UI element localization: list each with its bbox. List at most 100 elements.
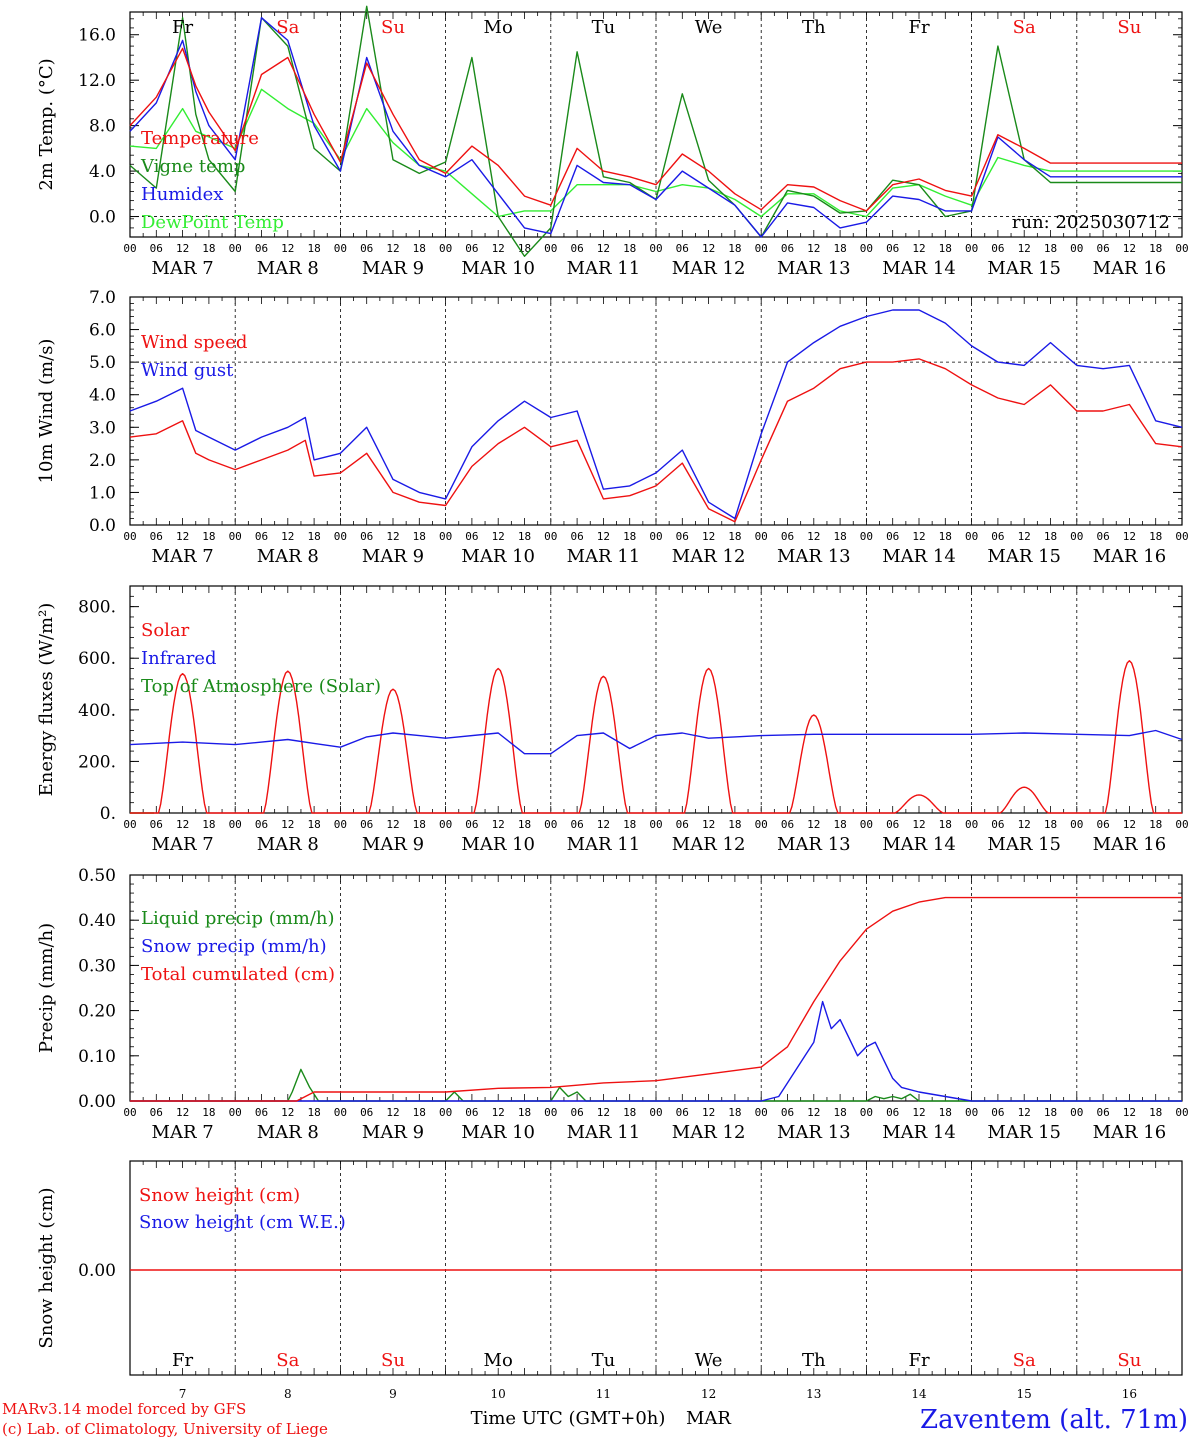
hour-tick-label: 06	[150, 818, 163, 831]
hour-tick-label: 18	[202, 818, 215, 831]
hour-tick-label: 06	[255, 242, 268, 255]
date-label: MAR 11	[567, 258, 641, 279]
y-tick-label: 800.	[78, 598, 116, 618]
day-number-label: 15	[1017, 1387, 1032, 1401]
panel-energy: 00 06 12 18 MAR 7 00 06 12 18 MAR 8 00 06 12 18 MAR 9 0…	[36, 585, 1189, 855]
hour-tick-label: 12	[176, 530, 189, 543]
weekday-label: Sa	[1013, 1350, 1036, 1371]
legend-entry: Total cumulated (cm)	[141, 964, 335, 985]
hour-tick-label: 12	[597, 530, 610, 543]
date-label: MAR 8	[257, 258, 319, 279]
hour-tick-label: 18	[1044, 530, 1057, 543]
y-tick-label: 400.	[78, 701, 116, 721]
hour-tick-label: 18	[623, 1106, 636, 1119]
time-axis-title: Time UTC (GMT+0h)	[471, 1408, 666, 1429]
hour-tick-label: 00	[439, 242, 452, 255]
hour-tick-label: 18	[1149, 530, 1162, 543]
hour-tick-label: 06	[570, 530, 583, 543]
hour-tick-label: 12	[1018, 242, 1031, 255]
hour-tick-label: 00	[229, 1106, 242, 1119]
y-tick-label: 8.0	[89, 117, 116, 137]
hour-tick-label: 12	[281, 530, 294, 543]
date-label: MAR 9	[362, 546, 424, 567]
hour-tick-label: 00	[1070, 242, 1083, 255]
hour-tick-label: 00	[1175, 1106, 1188, 1119]
hour-tick-label: 12	[1123, 1106, 1136, 1119]
hour-tick-label: 06	[676, 530, 689, 543]
hour-tick-label: 12	[386, 530, 399, 543]
hour-tick-label: 00	[439, 530, 452, 543]
hour-tick-label: 00	[755, 530, 768, 543]
y-tick-label: 0.	[100, 804, 116, 824]
hour-tick-label: 12	[1123, 818, 1136, 831]
hour-tick-label: 00	[860, 530, 873, 543]
hour-tick-label: 12	[807, 530, 820, 543]
hour-tick-label: 00	[544, 818, 557, 831]
hour-tick-label: 12	[1018, 530, 1031, 543]
hour-tick-label: 06	[676, 818, 689, 831]
hour-tick-label: 00	[1175, 242, 1188, 255]
hour-tick-label: 00	[965, 242, 978, 255]
y-axis-title: Energy fluxes (W/m²)	[36, 603, 57, 797]
y-tick-label: 0.0	[89, 516, 116, 536]
hour-tick-label: 06	[150, 242, 163, 255]
hour-tick-label: 00	[649, 1106, 662, 1119]
hour-tick-label: 12	[281, 818, 294, 831]
date-label: MAR 12	[672, 546, 746, 567]
y-tick-label: 4.0	[89, 386, 116, 406]
hour-tick-label: 12	[597, 242, 610, 255]
y-axis-title: Snow height (cm)	[36, 1187, 57, 1348]
hour-tick-label: 00	[860, 242, 873, 255]
hour-tick-label: 06	[465, 1106, 478, 1119]
hour-tick-label: 12	[176, 242, 189, 255]
hour-tick-label: 18	[518, 530, 531, 543]
hour-tick-label: 00	[123, 242, 136, 255]
weekday-label: Tu	[592, 17, 616, 38]
hour-tick-label: 12	[1018, 818, 1031, 831]
hour-tick-label: 06	[570, 242, 583, 255]
hour-tick-label: 12	[702, 530, 715, 543]
hour-tick-label: 18	[939, 1106, 952, 1119]
date-label: MAR 10	[461, 258, 535, 279]
hour-tick-label: 06	[255, 530, 268, 543]
date-label: MAR 10	[461, 834, 535, 855]
hour-tick-label: 00	[334, 242, 347, 255]
series-line-solar	[130, 660, 1182, 814]
hour-tick-label: 12	[386, 818, 399, 831]
hour-tick-label: 00	[123, 530, 136, 543]
series-line-total-cumulated	[130, 896, 1182, 1102]
day-number-label: 12	[701, 1387, 716, 1401]
date-label: MAR 13	[777, 546, 851, 567]
hour-tick-label: 18	[728, 1106, 741, 1119]
date-label: MAR 8	[257, 834, 319, 855]
hour-tick-label: 12	[281, 242, 294, 255]
date-label: MAR 15	[987, 834, 1061, 855]
hour-tick-label: 12	[1123, 242, 1136, 255]
hour-tick-label: 12	[807, 242, 820, 255]
hour-tick-label: 18	[202, 1106, 215, 1119]
panel-precip: 00 06 12 18 MAR 7 00 06 12 18 MAR 8 00 06 12 18 MAR 9 0…	[36, 866, 1189, 1143]
day-number-label: 13	[806, 1387, 821, 1401]
credit-line-1: MARv3.14 model forced by GFS	[2, 1400, 246, 1418]
weekday-label: Fr	[908, 17, 929, 38]
hour-tick-label: 18	[728, 530, 741, 543]
weekday-label: Mo	[484, 17, 513, 38]
date-label: MAR 10	[461, 546, 535, 567]
hour-tick-label: 12	[597, 1106, 610, 1119]
y-tick-label: 0.20	[78, 1002, 116, 1022]
hour-tick-label: 12	[386, 242, 399, 255]
hour-tick-label: 18	[833, 1106, 846, 1119]
weekday-label: Sa	[276, 17, 299, 38]
hour-tick-label: 06	[991, 818, 1004, 831]
y-tick-label: 5.0	[89, 353, 116, 373]
hour-tick-label: 18	[1149, 242, 1162, 255]
hour-tick-label: 06	[360, 242, 373, 255]
credit-line-2: (c) Lab. of Climatology, University of L…	[2, 1420, 328, 1438]
legend-entry: Infrared	[141, 648, 216, 669]
hour-tick-label: 00	[1175, 530, 1188, 543]
hour-tick-label: 18	[307, 242, 320, 255]
y-tick-label: 1.0	[89, 483, 116, 503]
y-tick-label: 0.10	[78, 1047, 116, 1067]
hour-tick-label: 12	[912, 530, 925, 543]
hour-tick-label: 06	[255, 1106, 268, 1119]
